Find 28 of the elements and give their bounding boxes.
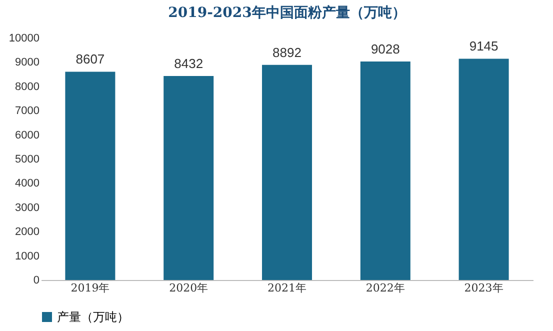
legend-label: 产量（万吨）: [57, 310, 129, 324]
bar: [65, 72, 116, 280]
y-tick-label: 9000: [15, 56, 40, 69]
y-tick-label: 3000: [15, 202, 40, 214]
bar: [262, 64, 312, 280]
data-label: 8892: [272, 44, 302, 60]
data-label: 8607: [76, 52, 105, 67]
data-label: 8432: [174, 56, 204, 71]
x-tick-label: 2021年: [268, 282, 306, 294]
y-tick-label: 1000: [15, 250, 40, 262]
y-tick-label: 4000: [15, 178, 40, 190]
y-tick-label: 7000: [15, 105, 40, 118]
y-tick-label: 6000: [15, 129, 40, 142]
y-tick-label: 10000: [8, 32, 40, 44]
x-tick-label: 2019年: [70, 282, 110, 294]
bar: [164, 76, 214, 280]
data-label: 9028: [370, 42, 400, 57]
x-tick-label: 2023年: [464, 282, 504, 294]
x-tick-label: 2020年: [169, 282, 208, 294]
y-tick-label: 5000: [15, 154, 40, 166]
bar: [458, 58, 509, 280]
y-tick-label: 0: [33, 274, 40, 286]
bar: [360, 62, 410, 280]
y-tick-label: 2000: [15, 226, 40, 238]
x-tick-label: 2022年: [366, 282, 405, 294]
y-tick-label: 8000: [15, 80, 40, 93]
data-label: 9145: [469, 38, 498, 54]
chart-title: 2019-2023年中国面粉产量（万吨）: [168, 4, 406, 21]
